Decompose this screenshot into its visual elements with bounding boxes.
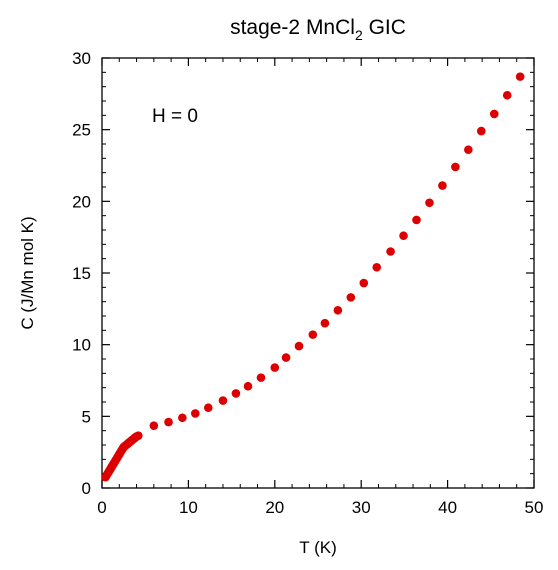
data-point (412, 215, 421, 225)
data-point (386, 247, 395, 256)
data-point (399, 231, 408, 241)
y-tick-label: 10 (72, 336, 91, 355)
y-tick-label: 25 (72, 121, 91, 140)
x-tick-label: 40 (438, 498, 457, 517)
x-axis: 0 10 20 30 40 50 (97, 58, 543, 517)
data-point (294, 341, 304, 351)
y-tick-label: 30 (72, 49, 91, 68)
y-tick-label: 5 (82, 407, 91, 426)
data-point (346, 293, 356, 302)
data-point (149, 421, 159, 430)
data-point (164, 417, 173, 427)
data-point (372, 262, 382, 272)
data-point (515, 72, 525, 81)
data-point (425, 198, 434, 208)
x-tick-label: 0 (97, 498, 106, 517)
data-points (101, 72, 525, 482)
data-point (203, 403, 213, 413)
data-point (231, 389, 241, 398)
data-point (243, 381, 253, 391)
data-point (333, 305, 343, 315)
x-tick-label: 30 (352, 498, 371, 517)
x-tick-label: 10 (179, 498, 198, 517)
data-point (308, 330, 318, 339)
y-axis-label: C (J/Mn mol K) (18, 216, 37, 329)
x-axis-label: T (K) (299, 538, 336, 557)
data-point (281, 353, 291, 362)
data-point (359, 278, 369, 288)
y-tick-label: 0 (82, 479, 91, 498)
x-tick-label: 20 (265, 498, 284, 517)
y-tick-label: 20 (72, 192, 91, 211)
annotation-field: H = 0 (152, 106, 198, 127)
data-point (178, 413, 187, 423)
data-point (438, 181, 447, 190)
data-point (133, 431, 143, 440)
data-point (464, 145, 473, 155)
data-point (476, 126, 486, 136)
data-point (270, 363, 280, 372)
data-point (256, 373, 266, 382)
data-point (502, 90, 512, 100)
data-point (320, 318, 330, 328)
y-axis: 0 5 10 15 20 25 30 (72, 49, 534, 498)
data-point (451, 162, 460, 172)
data-point (191, 409, 200, 418)
data-point (218, 396, 228, 405)
data-point (489, 109, 499, 119)
y-tick-label: 15 (72, 264, 91, 283)
chart-title: stage-2 MnCl2 GIC (230, 16, 406, 43)
x-tick-label: 50 (525, 498, 544, 517)
